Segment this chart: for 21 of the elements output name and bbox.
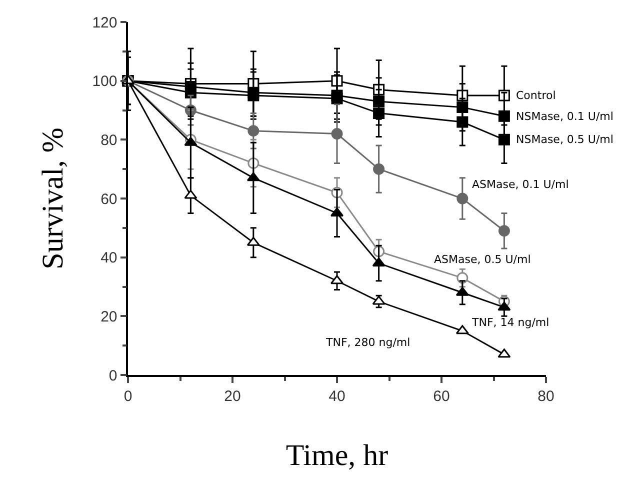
series-label: TNF, 14 ng/ml (471, 316, 550, 329)
y-tick-label: 40 (100, 250, 118, 267)
series-label: ASMase, 0.1 U/ml (472, 178, 569, 191)
x-tick-label: 20 (224, 388, 241, 405)
x-tick-label: 40 (328, 388, 346, 405)
x-tick-label: 60 (433, 388, 450, 405)
y-tick-label: 0 (108, 367, 118, 384)
x-tick-label: 0 (124, 388, 132, 405)
y-tick-label: 80 (100, 132, 118, 149)
y-tick-label: 20 (100, 308, 118, 326)
y-axis-title: Survival, % (36, 128, 70, 270)
x-tick-label: 80 (538, 388, 554, 405)
y-tick-label: 60 (100, 190, 118, 208)
series-label: ASMase, 0.5 U/ml (434, 253, 531, 266)
series-label: NSMase, 0.5 U/ml (516, 133, 614, 146)
y-tick-label: 120 (92, 14, 118, 32)
series-label: Control (516, 89, 556, 102)
text: TNF, 280 ng/ml (325, 336, 410, 349)
series-label: NSMase, 0.1 U/ml (516, 110, 614, 123)
x-axis-title: Time, hr (286, 438, 388, 472)
y-tick-label: 100 (92, 73, 118, 90)
